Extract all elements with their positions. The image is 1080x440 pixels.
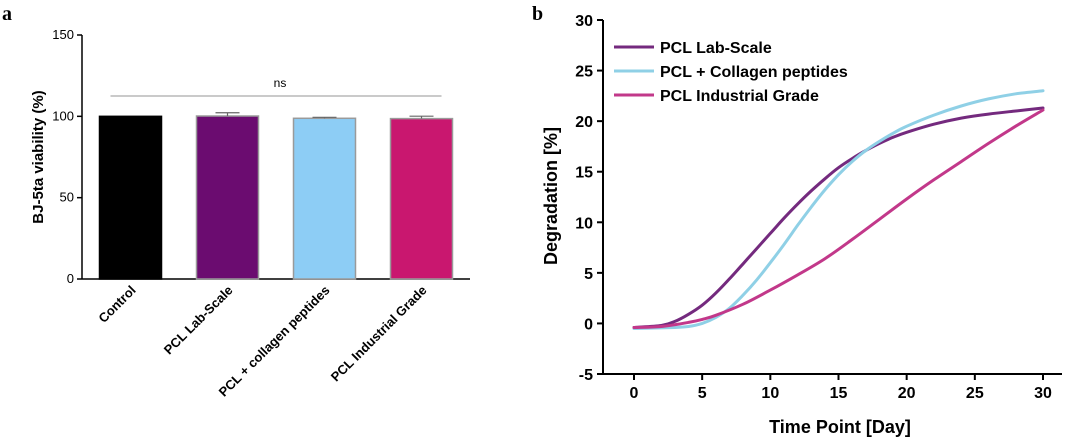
panel-b-y-tick-label: 30	[575, 13, 593, 30]
panel-a-y-tick-label: 50	[60, 190, 74, 205]
legend-label-1: PCL Lab-Scale	[660, 40, 772, 57]
panel-a-bars	[98, 112, 454, 280]
panel-b-x-tick-label: 20	[898, 385, 916, 402]
x-tick-label-1: Control	[95, 283, 138, 326]
panel-a-bar-chart: BJ-5ta viability (%) 0 50 100 150 Control PC…	[30, 27, 470, 399]
x-tick-label-2: PCL Lab-Scale	[161, 283, 236, 358]
bar-2	[195, 115, 260, 280]
panel-a-y-tick-label: 150	[52, 27, 74, 42]
panel-b-y-tick-label: 20	[575, 114, 593, 131]
x-tick-label-4: PCL Industrial Grade	[328, 283, 430, 385]
panel-b-axes: -5 0 5 10 15 20 25 30 0 5 10 15 20 25 30	[575, 13, 1062, 402]
panel-b-x-tick-label: 5	[698, 385, 707, 402]
x-tick-label-3: PCL + collagen peptides	[216, 283, 333, 400]
panel-b-x-tick-label: 10	[761, 385, 779, 402]
panel-b-y-tick-label: 5	[584, 266, 593, 283]
legend-label-2: PCL + Collagen peptides	[660, 64, 848, 81]
series-line-2	[632, 89, 1045, 330]
panel-b-label: b	[532, 3, 543, 25]
bar-3	[292, 117, 357, 280]
panel-a-y-tick-label: 100	[52, 108, 74, 123]
panel-a-label: a	[2, 3, 12, 25]
panel-b-y-tick-label: -5	[579, 367, 593, 384]
bar-4	[389, 117, 454, 280]
series-line-3	[632, 108, 1045, 329]
panel-b-line-chart: Degradation [%] Time Point [Day] -5 0 5 10 1…	[541, 13, 1062, 437]
panel-b-y-tick-label: 10	[575, 215, 593, 232]
bar-1	[98, 115, 163, 280]
panel-b-y-tick-label: 25	[575, 64, 593, 81]
panel-b-x-tick-label: 15	[830, 385, 848, 402]
panel-b-legend: PCL Lab-Scale PCL + Collagen peptides PCL …	[614, 40, 848, 105]
panel-b-x-tick-label: 30	[1034, 385, 1052, 402]
panel-b-x-axis-title: Time Point [Day]	[769, 417, 911, 437]
panel-b-x-tick-label: 0	[630, 385, 639, 402]
panel-b-series-lines	[632, 89, 1045, 330]
panel-a-significance: ns	[110, 76, 442, 97]
panel-b-y-axis-title: Degradation [%]	[541, 127, 561, 265]
panel-b-y-tick-label: 0	[584, 316, 593, 333]
panel-b-y-tick-label: 15	[575, 165, 593, 182]
panel-b-x-tick-label: 25	[966, 385, 984, 402]
series-line-1	[632, 106, 1045, 329]
legend-label-3: PCL Industrial Grade	[660, 88, 819, 105]
ns-annotation: ns	[274, 76, 287, 90]
panel-a-y-axis-title: BJ-5ta viability (%)	[30, 90, 47, 223]
panel-a-y-tick-label: 0	[67, 271, 74, 286]
